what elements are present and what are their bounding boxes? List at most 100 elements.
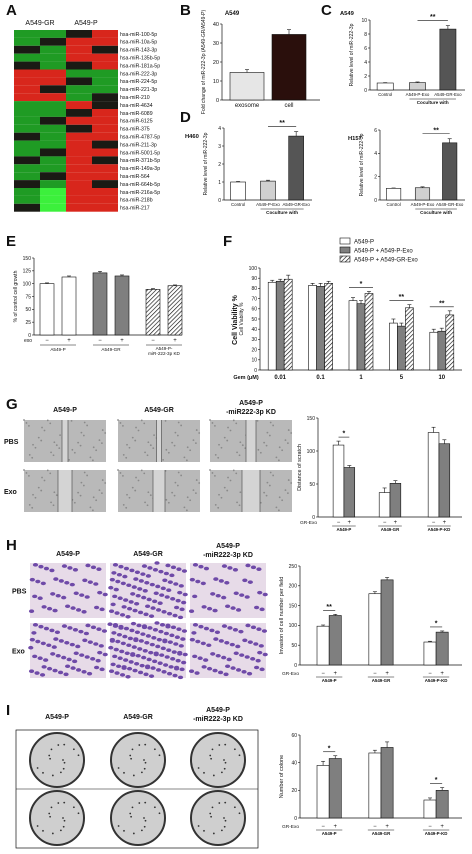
invasion-image-cell [218,579,224,583]
g-row-label: PBS [4,439,19,446]
chart-i-grexo-label: GR-Exo [282,824,299,830]
invasion-image-cell [110,602,116,607]
invasion-image-cell [262,652,268,657]
colony-dot [59,771,62,774]
chart-b-title: A549 [225,11,240,17]
scratch-image-speck [140,469,143,472]
invasion-image-cell [61,655,67,660]
heatmap-cell [40,116,66,125]
chart-h-ylabel: Invasion of cell number per field [279,577,285,655]
heatmap-row-label: hsa-miR-181a-5p [120,63,160,69]
heatmap-cell [66,148,92,157]
invasion-image-cell [232,567,239,572]
chart-f: 0 10 20 30 40 50 60 70 80 90 100 Cell Viability % 0.… [232,237,462,381]
invasion-image-cell [134,570,141,575]
chart-i-sign: + [333,824,337,830]
invasion-image-cell [35,579,41,584]
invasion-image-cell [167,580,173,584]
h-col-label: -miR222-3p KD [203,552,253,559]
scratch-image-speck [128,496,131,499]
colony-dot [132,774,135,777]
heatmap-cell [92,37,118,46]
scratch-image-speck [180,424,183,427]
invasion-image-cell [147,626,153,630]
invasion-image-cell [195,579,201,584]
g-col-label: -miR222-3p KD [226,409,276,416]
scratch-image-speck [126,493,128,496]
chart-d1: 0 1 2 3 4 Relative level of miR-222-3p H460 Con… [185,120,312,215]
scratch-image-speck [238,454,241,457]
invasion-image-cell [146,597,152,602]
panel-letter-h: H [6,537,17,554]
invasion-image-cell [81,670,87,674]
invasion-image-cell [167,640,173,644]
chart-h-sign: + [333,671,337,677]
heatmap-cell [92,116,118,125]
chart-c-ytick-label: 10 [361,18,367,24]
invasion-image-cell [122,574,128,579]
chart-e-exo-sign: + [67,338,71,344]
heatmap-row-label: hsa-miR-217 [120,206,150,212]
colony-dot [77,812,80,815]
chart-h-ytick-label: 50 [291,643,297,649]
invasion-image-cell [227,566,233,570]
scratch-image-gap [62,420,68,462]
invasion-image-cell [253,665,260,670]
invasion-image-cell [159,623,166,627]
invasion-image-cell [119,649,125,654]
colony-dish [29,790,85,846]
invasion-image-cell [128,660,134,664]
invasion-image-cell [126,666,133,671]
scratch-image-speck [49,422,52,425]
scratch-image-speck [119,472,122,474]
colony-dot [209,754,212,757]
invasion-image-cell [28,645,34,650]
heatmap-row-label: hsa-miR-6089 [120,111,153,117]
colony-dot [212,774,215,777]
chart-c-ytick-label: 4 [364,60,367,66]
heatmap-cell [92,180,118,188]
scratch-image-speck [86,474,89,477]
invasion-image-cell [111,631,117,635]
chart-e-group-label: miR-222-3p KD [148,351,180,356]
h-col-label: A549-P [56,551,80,558]
invasion-image-cell [148,674,155,678]
heatmap-row-label: hsa-miR-4634 [120,103,153,109]
colony-dot [203,829,205,832]
scratch-image-speck [198,432,201,434]
invasion-image-cell [253,642,259,646]
invasion-image-cell [233,651,239,656]
heatmap-cell [66,93,92,102]
invasion-image-cell [133,577,139,581]
invasion-image-cell [117,656,123,661]
invasion-image-cell [256,567,262,571]
chart-f-xlabel: Gem (μM) [233,375,259,381]
invasion-image-cell [239,653,245,657]
scratch-image-speck [287,442,289,444]
invasion-image-cell [206,606,213,611]
scratch-image-speck [122,503,125,506]
invasion-image-cell [138,639,144,643]
scratch-image-speck [236,501,238,504]
invasion-image-cell [147,566,153,570]
scratch-image-speck [146,504,149,507]
chart-g-sign: − [383,520,387,526]
scratch-image-speck [174,481,177,484]
scratch-image-speck [23,469,25,471]
colony-dot [42,771,44,774]
scratch-image-speck [28,474,30,477]
scratch-image-speck [278,496,281,499]
chart-f-legend-label: A549-P + A549-P-Exo [354,249,413,255]
scratch-image-speck [217,506,220,509]
invasion-image-cell [198,564,204,569]
chart-f-ylabel-main: Cell Viability % [232,294,239,344]
invasion-image-cell [159,593,165,597]
chart-d1-xlabel: A549-P-Exo [256,202,280,207]
invasion-image-cell [129,568,135,573]
invasion-image-cell [41,605,47,609]
chart-h-bar [380,579,394,666]
invasion-image-cell [156,637,162,642]
scratch-image-speck [144,501,146,504]
chart-b: 0 10 20 30 40 Fold change of miR-222-3p (A549… [201,10,320,114]
